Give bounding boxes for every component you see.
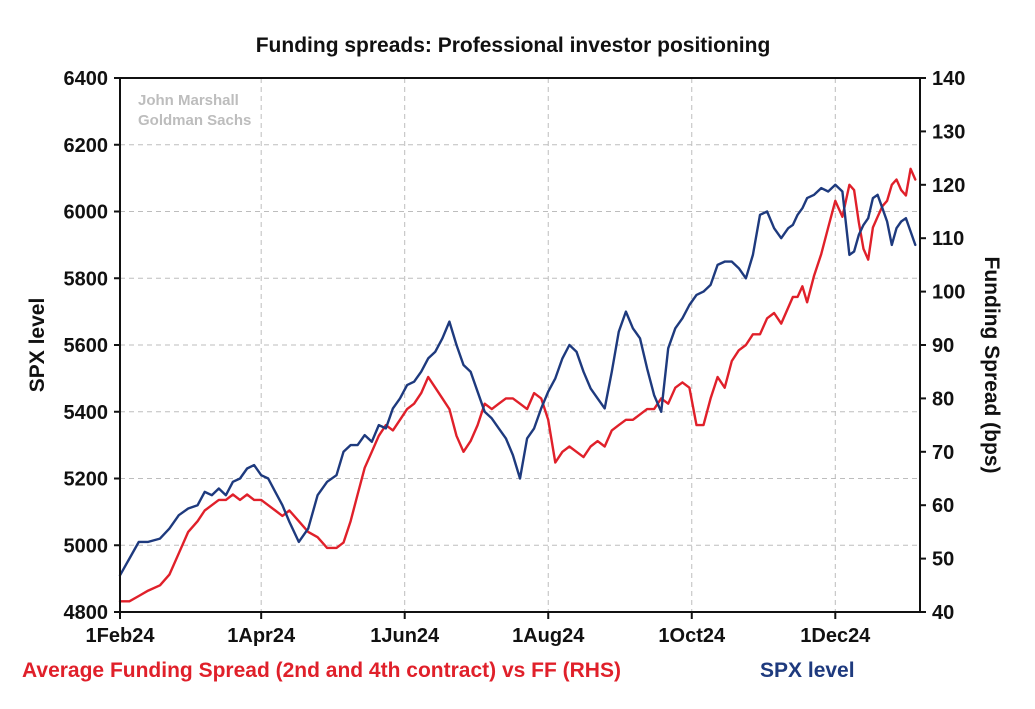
x-tick-label: 1Jun24 [370, 625, 440, 647]
chart-title: Funding spreads: Professional investor p… [256, 34, 771, 57]
left-tick-label: 5400 [64, 402, 109, 424]
right-tick-label: 80 [932, 388, 954, 410]
series-line-spx-level [118, 183, 917, 577]
x-axis-ticks: 1Feb24 1Apr24 1Jun24 1Aug24 1Oct24 1Dec24 [86, 612, 871, 647]
right-tick-label: 120 [932, 175, 965, 197]
left-tick-label: 6400 [64, 68, 109, 90]
watermark-line-1: John Marshall [138, 92, 239, 109]
right-tick-label: 70 [932, 442, 954, 464]
left-tick-label: 5800 [64, 268, 109, 290]
gridlines [120, 78, 920, 612]
right-axis-label: Funding Spread (bps) [980, 257, 1003, 474]
x-tick-label: 1Apr24 [227, 625, 296, 647]
series-line-funding-spread [118, 167, 917, 603]
right-tick-label: 100 [932, 282, 965, 304]
left-tick-label: 6000 [64, 202, 109, 224]
left-tick-label: 5600 [64, 335, 109, 357]
left-axis-ticks: 4800 5000 5200 5400 5600 5800 6000 6200 6400 [64, 68, 120, 624]
left-tick-label: 5200 [64, 469, 109, 491]
left-tick-label: 4800 [64, 602, 109, 624]
right-tick-label: 110 [932, 228, 964, 250]
x-tick-label: 1Oct24 [658, 625, 726, 647]
left-tick-label: 6200 [64, 135, 109, 157]
x-tick-label: 1Feb24 [86, 625, 156, 647]
right-tick-label: 60 [932, 495, 954, 517]
right-tick-label: 90 [932, 335, 954, 357]
legend-entry-spx-level: SPX level [760, 659, 855, 682]
right-tick-label: 50 [932, 549, 954, 571]
right-axis-ticks: 40 50 60 70 80 90 100 110 120 130 140 [920, 68, 965, 624]
right-tick-label: 40 [932, 602, 954, 624]
watermark-line-2: Goldman Sachs [138, 112, 251, 129]
series-layer [118, 167, 917, 603]
x-tick-label: 1Aug24 [512, 625, 585, 647]
watermark: John Marshall Goldman Sachs [138, 92, 251, 129]
x-tick-label: 1Dec24 [800, 625, 871, 647]
left-tick-label: 5000 [64, 535, 109, 557]
left-axis-label: SPX level [26, 298, 49, 393]
legend: Average Funding Spread (2nd and 4th cont… [22, 659, 855, 682]
right-tick-label: 130 [932, 121, 965, 143]
legend-entry-funding-spread: Average Funding Spread (2nd and 4th cont… [22, 659, 621, 682]
right-tick-label: 140 [932, 68, 965, 90]
